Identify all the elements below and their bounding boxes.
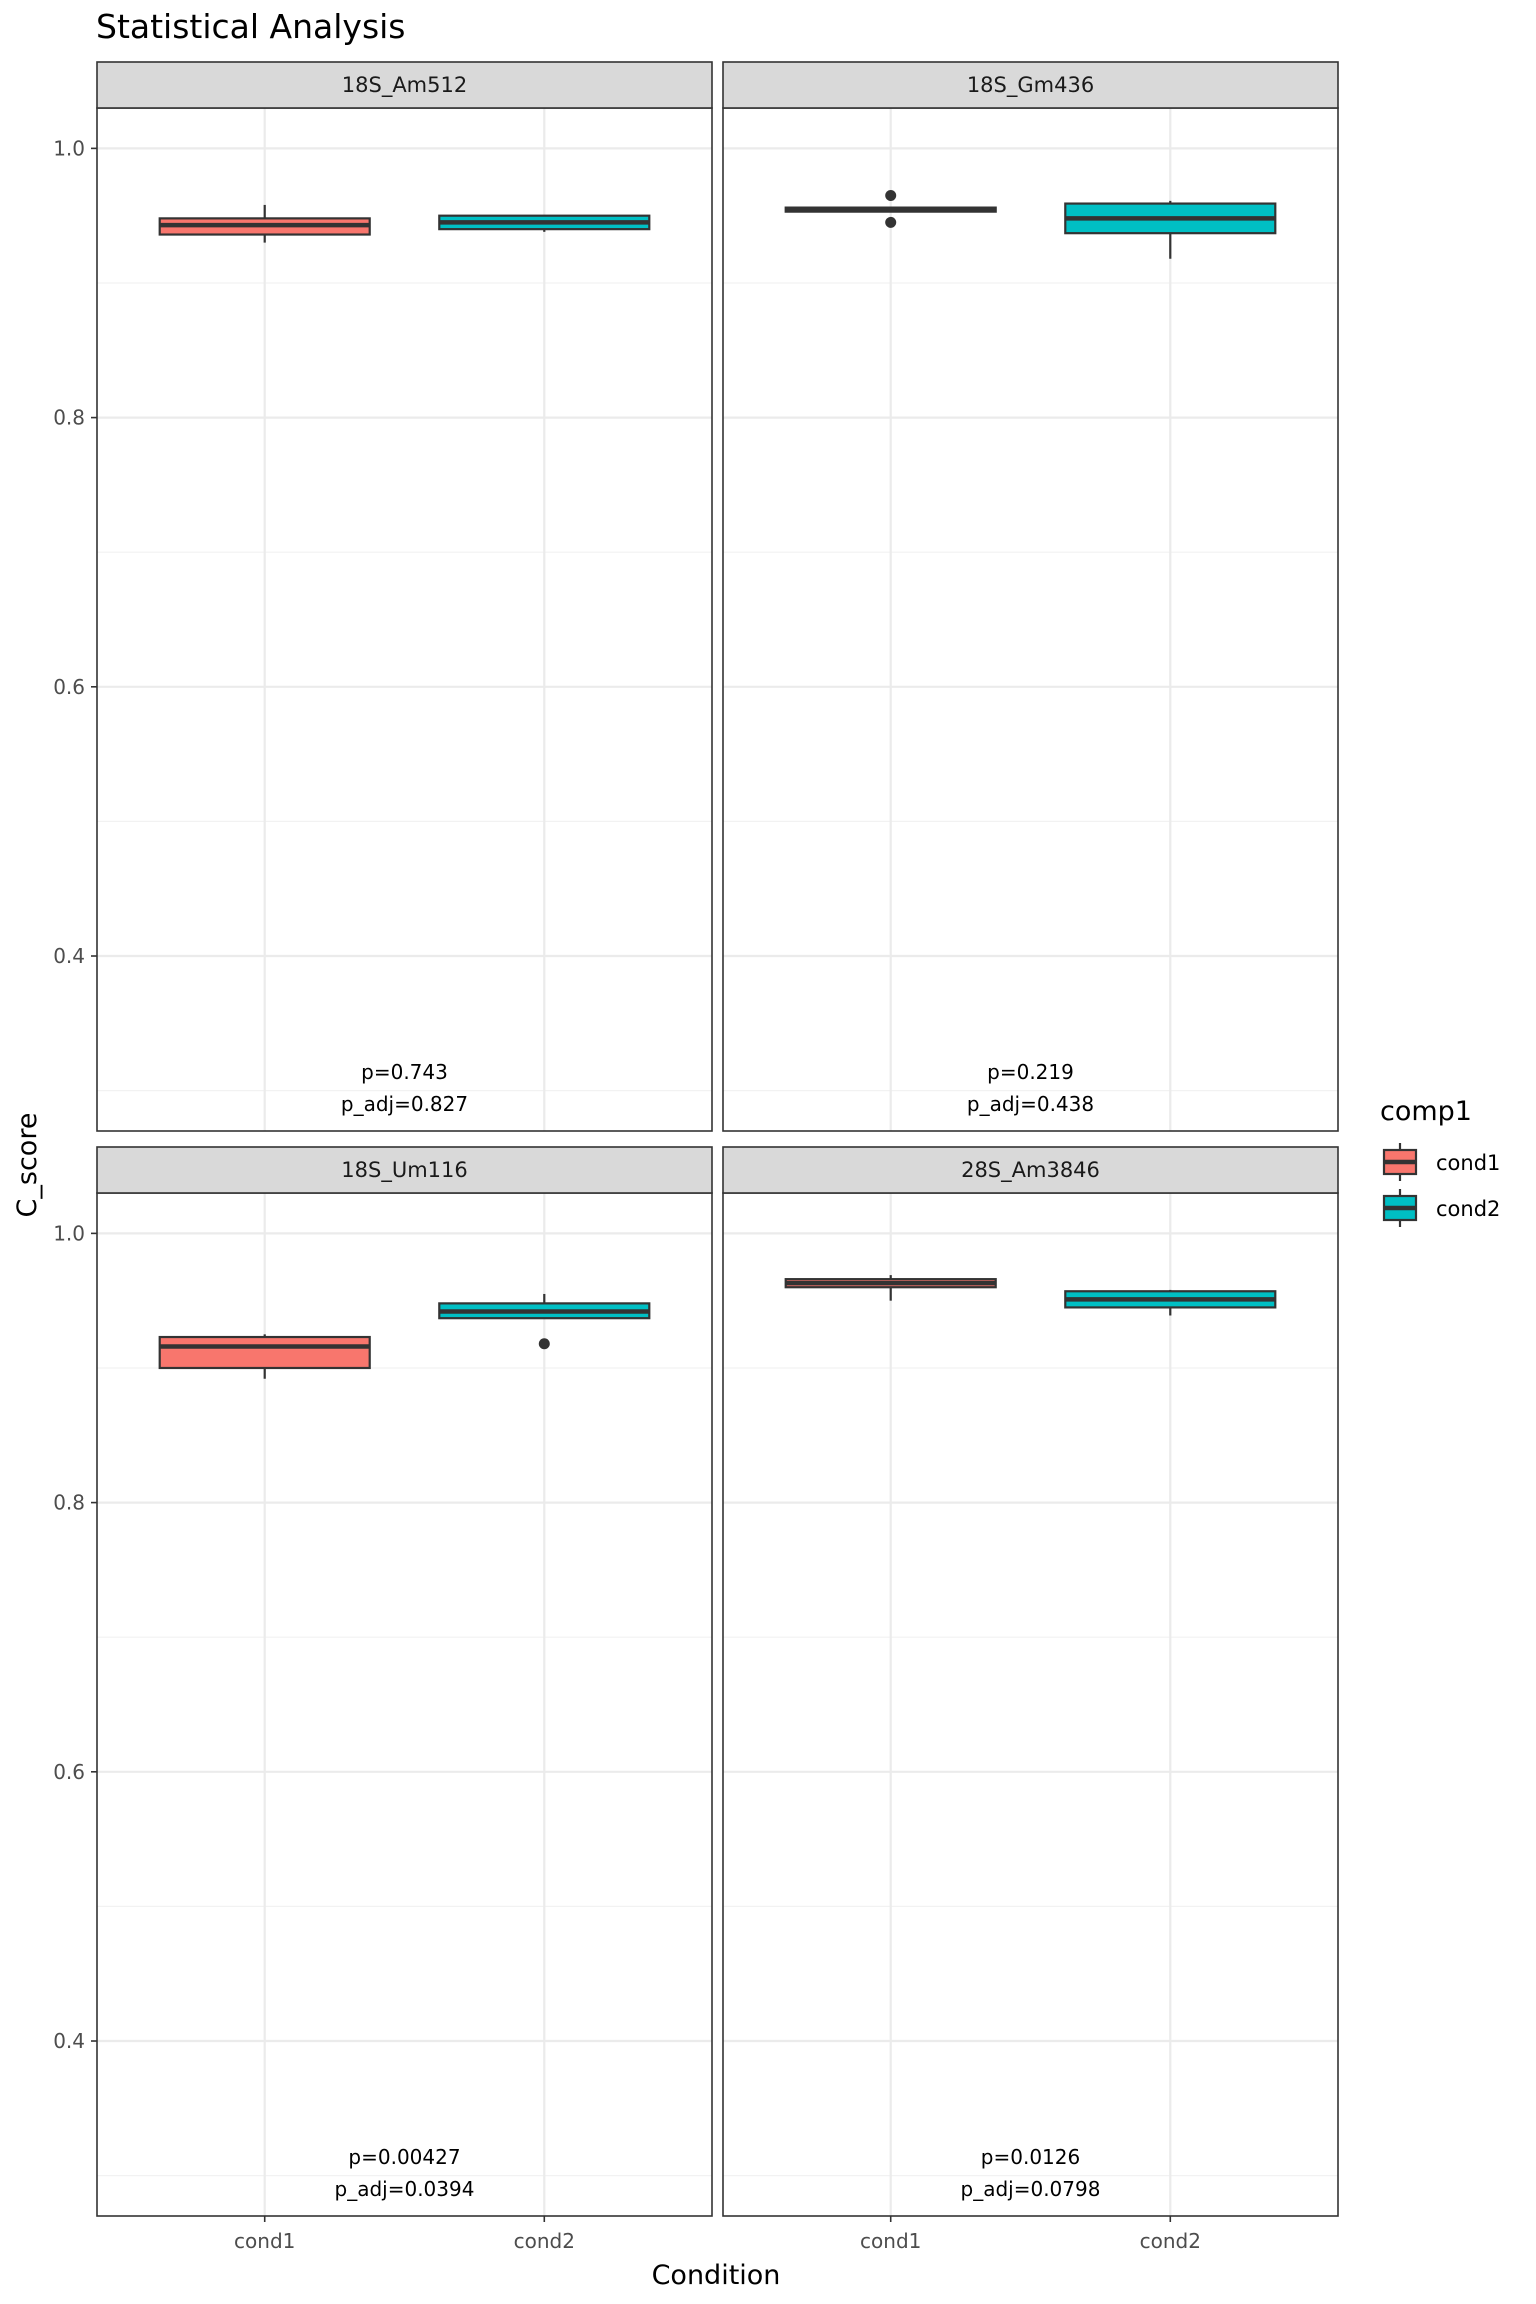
facet-panel-18S_Am512: p=0.743 p_adj=0.827 18S_Am512 0.4 0.6 0.8 1.0 xyxy=(53,61,713,1132)
x-tick-label: cond2 xyxy=(514,2229,575,2253)
facet-panel-28S_Am3846: p=0.0126 p_adj=0.0798 28S_Am3846 cond1 cond2 xyxy=(722,1146,1339,2253)
chart-title: Statistical Analysis xyxy=(96,7,406,46)
facet-strip xyxy=(722,1146,1339,1194)
boxplot-cond2 xyxy=(438,1293,651,1350)
boxplot-cond1 xyxy=(784,189,997,228)
y-tick-label: 0.6 xyxy=(53,1760,85,1784)
x-axis-title: Condition xyxy=(652,2260,781,2291)
p-adj-label: p_adj=0.0394 xyxy=(335,2177,475,2201)
legend-entry-cond2: cond2 xyxy=(1382,1189,1500,1227)
facet-strip-label: 18S_Gm436 xyxy=(967,73,1094,98)
p-value-label: p=0.743 xyxy=(361,1060,448,1084)
boxplot-cond2 xyxy=(1064,1289,1277,1316)
boxplot-cond2 xyxy=(438,214,651,232)
boxplot-cond1 xyxy=(784,1275,997,1301)
boxplot-cond2 xyxy=(1064,200,1277,259)
facet-strip xyxy=(96,61,713,109)
y-tick-label: 0.6 xyxy=(53,675,85,699)
iqr-box xyxy=(158,1335,371,1370)
p-adj-label: p_adj=0.438 xyxy=(967,1092,1094,1116)
boxplot-cond1 xyxy=(158,204,371,243)
facet-panel-18S_Gm436: p=0.219 p_adj=0.438 18S_Gm436 xyxy=(722,61,1339,1132)
y-tick-label: 0.4 xyxy=(53,2029,85,2053)
legend: comp1 cond1 cond2 xyxy=(1380,1096,1500,1227)
facet-strip xyxy=(722,61,1339,109)
outlier-point xyxy=(885,189,897,201)
facet-strip-label: 18S_Um116 xyxy=(341,1158,467,1183)
y-tick-label: 1.0 xyxy=(53,1221,85,1245)
panel-background xyxy=(723,1193,1338,2216)
legend-label: cond1 xyxy=(1436,1151,1500,1175)
facet-strip-label: 28S_Am3846 xyxy=(961,1158,1100,1183)
legend-title: comp1 xyxy=(1380,1096,1472,1127)
p-value-label: p=0.0126 xyxy=(981,2145,1080,2169)
y-tick-label: 0.8 xyxy=(53,1491,85,1515)
y-axis-title: C_score xyxy=(12,1113,43,1218)
panel-background xyxy=(723,108,1338,1131)
legend-entry-cond1: cond1 xyxy=(1382,1143,1500,1181)
p-adj-label: p_adj=0.827 xyxy=(341,1092,468,1116)
p-value-label: p=0.00427 xyxy=(348,2145,460,2169)
outlier-point xyxy=(538,1338,550,1350)
facet-strip-label: 18S_Am512 xyxy=(342,73,467,98)
p-value-label: p=0.219 xyxy=(987,1060,1074,1084)
y-tick-label: 0.4 xyxy=(53,944,85,968)
boxplot-cond1 xyxy=(158,1334,371,1379)
x-tick-label: cond2 xyxy=(1140,2229,1201,2253)
x-tick-label: cond1 xyxy=(860,2229,921,2253)
panel-background xyxy=(97,108,712,1131)
y-tick-label: 0.8 xyxy=(53,406,85,430)
facet-panel-18S_Um116: p=0.00427 p_adj=0.0394 18S_Um116 0.4 0.6 0.8 1… xyxy=(53,1146,713,2253)
x-tick-label: cond1 xyxy=(234,2229,295,2253)
outlier-point xyxy=(885,216,897,228)
y-tick-label: 1.0 xyxy=(53,136,85,160)
legend-label: cond2 xyxy=(1436,1197,1500,1221)
facet-strip xyxy=(96,1146,713,1194)
p-adj-label: p_adj=0.0798 xyxy=(961,2177,1101,2201)
facet-panels: p=0.743p_adj=0.82718S_Am5120.40.60.81.0p… xyxy=(53,61,1339,2253)
